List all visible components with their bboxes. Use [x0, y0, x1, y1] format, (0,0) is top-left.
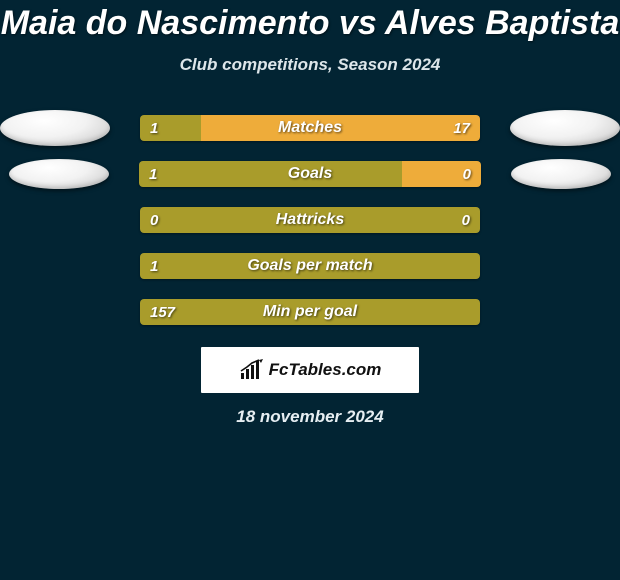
comparison-card: Maia do Nascimento vs Alves Baptista Clu… [0, 0, 620, 427]
stat-bar: 1Goals per match [140, 253, 480, 279]
bar-right-segment [201, 115, 480, 141]
bar-right-segment [402, 161, 481, 187]
left-team-ellipse [9, 159, 109, 189]
stat-bar: 00Hattricks [140, 207, 480, 233]
bar-left-segment [140, 299, 480, 325]
chart-icon [239, 359, 265, 381]
date: 18 november 2024 [0, 407, 620, 427]
stat-bar: 10Goals [139, 161, 481, 187]
title: Maia do Nascimento vs Alves Baptista [0, 4, 620, 43]
right-team-ellipse [511, 159, 611, 189]
bar-left-segment [139, 161, 402, 187]
stat-row: 117Matches [0, 105, 620, 151]
left-team-ellipse [0, 110, 110, 146]
bar-left-segment [140, 253, 480, 279]
stat-row: 10Goals [0, 151, 620, 197]
stat-row: 157Min per goal [0, 289, 620, 335]
bar-left-segment [140, 115, 201, 141]
stat-bar: 157Min per goal [140, 299, 480, 325]
brand-badge[interactable]: FcTables.com [201, 347, 419, 393]
brand-text: FcTables.com [269, 360, 382, 380]
bars-host: 117Matches 10Goals 00Hattricks 1Goals per m… [0, 105, 620, 335]
stat-row: 1Goals per match [0, 243, 620, 289]
subtitle: Club competitions, Season 2024 [0, 55, 620, 75]
right-team-ellipse [510, 110, 620, 146]
stat-bar: 117Matches [140, 115, 480, 141]
stat-row: 00Hattricks [0, 197, 620, 243]
bar-left-segment [140, 207, 480, 233]
